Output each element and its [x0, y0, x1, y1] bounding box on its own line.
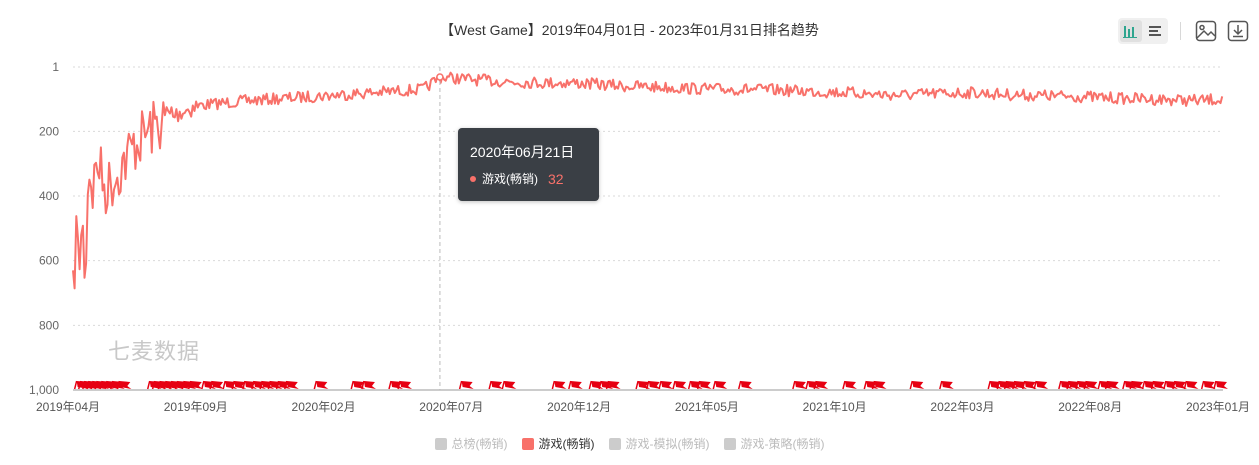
legend-item[interactable]: 游戏(畅销): [521, 435, 595, 452]
x-tick-label: 2023年01月: [1186, 400, 1250, 414]
tooltip-date: 2020年06月21日: [470, 144, 575, 160]
legend-swatch: [521, 437, 534, 450]
event-flag-marker[interactable]: [658, 380, 674, 390]
event-flag-marker[interactable]: [939, 380, 954, 390]
event-flag-marker[interactable]: [712, 380, 728, 390]
toolbar-divider: [1180, 22, 1181, 40]
x-tick-label: 2020年12月: [547, 400, 611, 414]
event-flag-marker[interactable]: [813, 380, 829, 390]
y-tick-label: 800: [39, 318, 59, 332]
x-tick-label: 2019年09月: [164, 400, 228, 414]
event-flag-marker[interactable]: [1213, 380, 1228, 390]
tooltip-value: 32: [548, 170, 564, 187]
watermark: 七麦数据: [108, 339, 201, 364]
bar-chart-toggle-icon[interactable]: [1120, 20, 1142, 42]
event-flag-marker[interactable]: [1083, 380, 1099, 390]
legend-label: 总榜(畅销): [451, 437, 508, 451]
legend: 总榜(畅销) 游戏(畅销) 游戏-模拟(畅销) 游戏-策略(畅销): [0, 435, 1259, 452]
event-flag-marker[interactable]: [1033, 380, 1049, 390]
legend-swatch: [723, 437, 736, 450]
chart-title: 【West Game】2019年04月01日 - 2023年01月31日排名趋势: [440, 22, 819, 38]
x-axis-ticks: 2019年04月 2019年09月 2020年02月 2020年07月 2020年12月…: [36, 400, 1250, 414]
event-flag-marker[interactable]: [1104, 380, 1120, 390]
event-flag-marker[interactable]: [1200, 380, 1216, 390]
event-flag-marker[interactable]: [209, 380, 225, 390]
legend-label: 游戏-模拟(畅销): [625, 437, 710, 451]
event-flag-marker[interactable]: [1150, 380, 1166, 390]
event-flag-marker[interactable]: [1129, 380, 1145, 390]
event-flag-marker[interactable]: [696, 380, 712, 390]
event-flag-marker[interactable]: [737, 380, 753, 390]
event-flag-marker[interactable]: [361, 380, 376, 390]
tooltip-series-dot: [470, 175, 476, 182]
x-tick-label: 2019年04月: [36, 400, 100, 414]
event-flag-marker[interactable]: [842, 380, 857, 390]
event-flag-marker[interactable]: [909, 380, 925, 390]
list-view-toggle-icon[interactable]: [1144, 20, 1166, 42]
event-flag-marker[interactable]: [1183, 380, 1199, 390]
x-tick-label: 2021年05月: [675, 400, 739, 414]
x-tick-label: 2020年02月: [292, 400, 356, 414]
event-flag-marker[interactable]: [188, 380, 203, 390]
series-line-game-grossing[interactable]: [72, 71, 1224, 290]
legend-item[interactable]: 游戏-模拟(畅销): [608, 435, 710, 452]
legend-swatch: [434, 437, 447, 450]
event-flag-marker[interactable]: [792, 380, 807, 390]
event-flag-marker[interactable]: [871, 380, 887, 390]
event-flag-marker[interactable]: [488, 380, 504, 390]
x-tick-label: 2020年07月: [419, 400, 483, 414]
download-icon[interactable]: [1225, 18, 1251, 44]
legend-label: 游戏-策略(畅销): [740, 437, 825, 451]
event-flag-marker[interactable]: [1021, 380, 1037, 390]
y-tick-label: 400: [39, 189, 59, 203]
x-tick-label: 2022年08月: [1058, 400, 1122, 414]
highlight-layer: [436, 67, 444, 390]
event-flag-marker[interactable]: [672, 380, 688, 390]
event-flag-marker[interactable]: [551, 380, 567, 390]
x-tick-label: 2022年03月: [930, 400, 994, 414]
event-flag-marker[interactable]: [313, 380, 329, 390]
y-axis-ticks: 1 200 400 600 800 1,000: [29, 60, 59, 397]
event-flag-marker[interactable]: [397, 380, 413, 390]
event-flag-marker[interactable]: [116, 380, 132, 390]
event-flag-marker[interactable]: [1172, 380, 1187, 390]
y-tick-label: 200: [39, 124, 59, 138]
legend-item[interactable]: 总榜(畅销): [434, 435, 508, 452]
y-tick-label: 1: [52, 60, 59, 74]
view-toggle-group: [1118, 18, 1168, 44]
event-flag-marker[interactable]: [458, 380, 474, 390]
legend-item[interactable]: 游戏-策略(畅销): [723, 435, 825, 452]
event-flag-marker[interactable]: [284, 380, 299, 390]
event-flag-marker[interactable]: [501, 380, 517, 390]
event-flag-marker[interactable]: [605, 380, 621, 390]
series-line: [72, 71, 1224, 290]
tooltip: 2020年06月21日 游戏(畅销) 32: [458, 128, 599, 201]
tooltip-row: 游戏(畅销) 32: [470, 170, 564, 187]
y-tick-label: 1,000: [29, 383, 59, 397]
event-flag-marker[interactable]: [646, 380, 661, 390]
event-markers: [73, 380, 1228, 390]
highlight-point[interactable]: [436, 73, 444, 81]
event-flag-marker[interactable]: [568, 380, 583, 390]
chart-toolbar: [1118, 17, 1251, 45]
x-tick-label: 2021年10月: [803, 400, 867, 414]
tooltip-series-name: 游戏(畅销): [482, 172, 538, 186]
legend-label: 游戏(畅销): [538, 437, 595, 451]
grid-lines: [73, 66, 1223, 391]
legend-swatch: [608, 437, 621, 450]
y-tick-label: 600: [39, 254, 59, 268]
save-image-icon[interactable]: [1193, 18, 1219, 44]
